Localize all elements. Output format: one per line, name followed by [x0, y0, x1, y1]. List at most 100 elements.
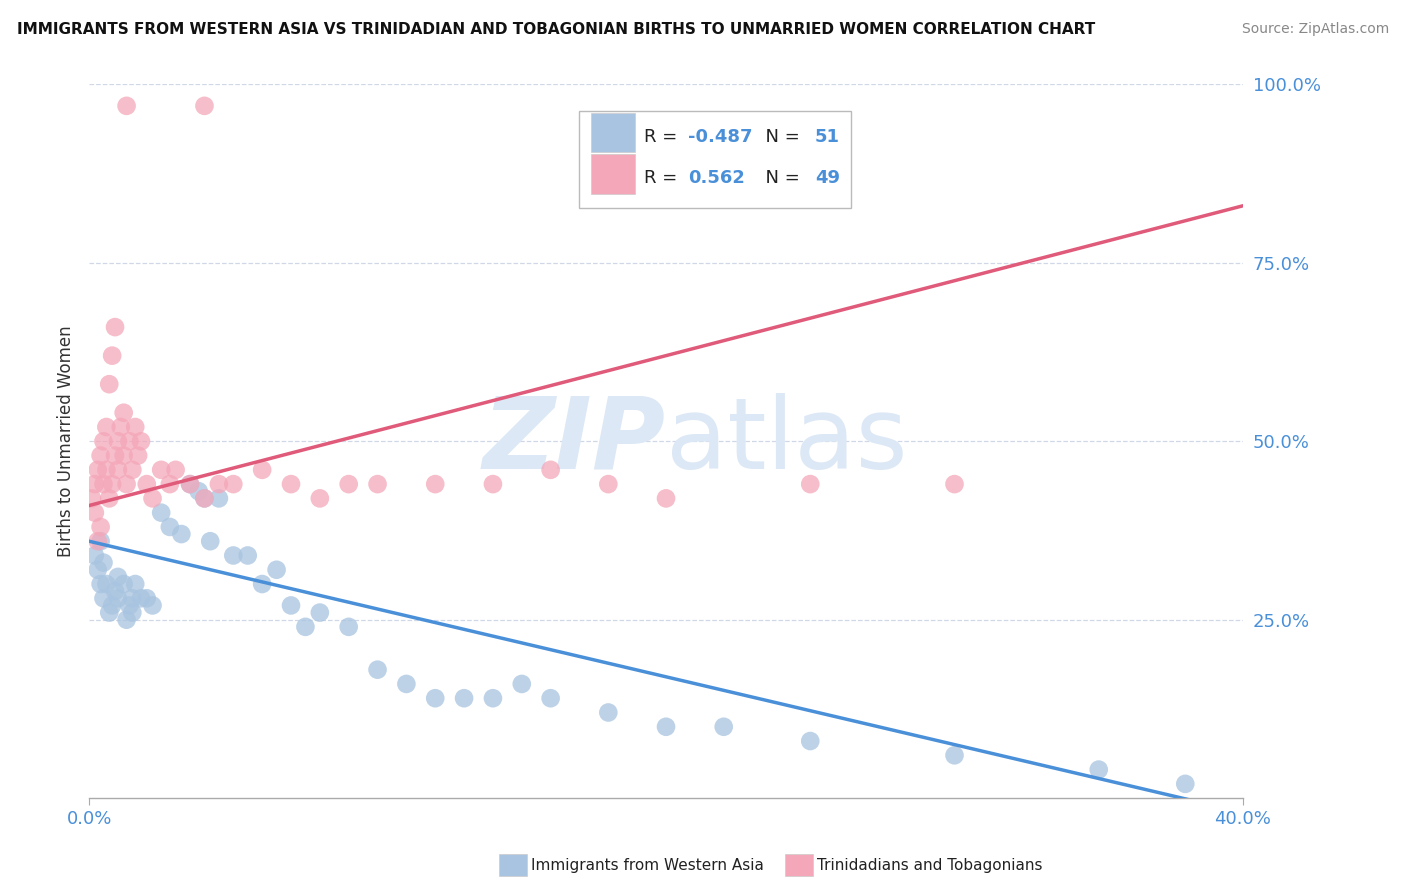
Text: Immigrants from Western Asia: Immigrants from Western Asia	[531, 858, 765, 872]
Point	[540, 463, 562, 477]
Text: 51: 51	[815, 128, 839, 145]
Point	[266, 563, 288, 577]
Point	[141, 491, 163, 506]
Point	[107, 434, 129, 449]
Point	[101, 477, 124, 491]
Point	[208, 491, 231, 506]
Point	[308, 606, 330, 620]
Point	[943, 477, 966, 491]
Point	[98, 377, 121, 392]
Point	[101, 599, 124, 613]
Text: R =: R =	[644, 128, 683, 145]
Point	[425, 477, 447, 491]
Point	[121, 463, 143, 477]
Point	[129, 591, 152, 606]
Point	[127, 449, 149, 463]
FancyBboxPatch shape	[591, 154, 636, 194]
Point	[150, 463, 173, 477]
Point	[83, 506, 105, 520]
Point	[90, 449, 112, 463]
Point	[115, 99, 138, 113]
Point	[193, 491, 215, 506]
FancyBboxPatch shape	[591, 113, 636, 153]
Point	[90, 520, 112, 534]
Point	[93, 556, 115, 570]
Point	[598, 706, 620, 720]
Point	[598, 477, 620, 491]
Point	[280, 599, 302, 613]
Point	[104, 449, 127, 463]
Point	[294, 620, 316, 634]
Point	[96, 577, 118, 591]
Point	[159, 520, 181, 534]
Point	[98, 491, 121, 506]
Point	[135, 477, 157, 491]
Point	[250, 577, 273, 591]
Text: 0.562: 0.562	[688, 169, 745, 187]
Point	[107, 463, 129, 477]
Point	[159, 477, 181, 491]
Point	[222, 477, 245, 491]
Point	[713, 720, 735, 734]
Point	[98, 606, 121, 620]
Point	[236, 549, 259, 563]
Point	[93, 434, 115, 449]
Point	[141, 599, 163, 613]
Point	[112, 449, 135, 463]
Text: ZIP: ZIP	[484, 392, 666, 490]
Point	[367, 663, 389, 677]
Point	[799, 477, 821, 491]
Point	[943, 748, 966, 763]
Point	[453, 691, 475, 706]
Point	[96, 420, 118, 434]
Point	[118, 434, 141, 449]
Point	[165, 463, 187, 477]
Point	[200, 534, 222, 549]
Point	[179, 477, 201, 491]
Point	[150, 506, 173, 520]
Point	[107, 570, 129, 584]
Point	[83, 477, 105, 491]
Point	[87, 563, 110, 577]
Text: R =: R =	[644, 169, 683, 187]
Point	[87, 463, 110, 477]
Text: IMMIGRANTS FROM WESTERN ASIA VS TRINIDADIAN AND TOBAGONIAN BIRTHS TO UNMARRIED W: IMMIGRANTS FROM WESTERN ASIA VS TRINIDAD…	[17, 22, 1095, 37]
Point	[308, 491, 330, 506]
Point	[1087, 763, 1109, 777]
Point	[395, 677, 418, 691]
Point	[193, 491, 215, 506]
Point	[90, 577, 112, 591]
Text: -0.487: -0.487	[688, 128, 752, 145]
FancyBboxPatch shape	[579, 111, 851, 208]
Point	[187, 484, 209, 499]
Point	[425, 691, 447, 706]
Point	[112, 406, 135, 420]
Point	[80, 491, 103, 506]
Point	[135, 591, 157, 606]
Point	[337, 477, 360, 491]
Text: Source: ZipAtlas.com: Source: ZipAtlas.com	[1241, 22, 1389, 37]
Point	[799, 734, 821, 748]
Point	[121, 591, 143, 606]
Text: Trinidadians and Tobagonians: Trinidadians and Tobagonians	[817, 858, 1042, 872]
Point	[104, 584, 127, 599]
Point	[482, 477, 505, 491]
Point	[124, 577, 146, 591]
Point	[179, 477, 201, 491]
Point	[170, 527, 193, 541]
Point	[250, 463, 273, 477]
Point	[280, 477, 302, 491]
Point	[87, 534, 110, 549]
Point	[655, 720, 678, 734]
Point	[124, 420, 146, 434]
Point	[93, 477, 115, 491]
Point	[510, 677, 533, 691]
Point	[222, 549, 245, 563]
Point	[107, 591, 129, 606]
Point	[655, 491, 678, 506]
Point	[104, 320, 127, 334]
Point	[337, 620, 360, 634]
Text: atlas: atlas	[666, 392, 908, 490]
Text: N =: N =	[754, 169, 806, 187]
Point	[115, 613, 138, 627]
